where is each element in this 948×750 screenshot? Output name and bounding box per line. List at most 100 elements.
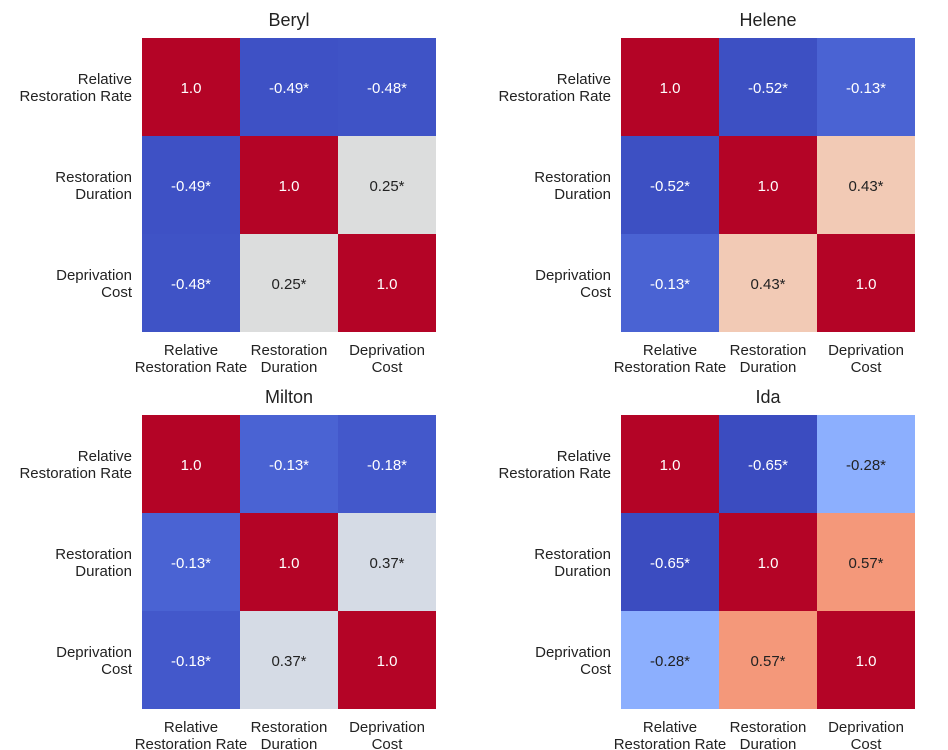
heatmap-cell bbox=[142, 415, 240, 513]
y-tick-label: Deprivation bbox=[56, 267, 132, 284]
x-tick-label: Relative bbox=[164, 342, 218, 359]
x-tick-label: Cost bbox=[851, 736, 883, 750]
heatmap-cell bbox=[621, 136, 719, 234]
y-tick-label: Restoration Rate bbox=[19, 465, 132, 482]
heatmap-cell bbox=[719, 415, 817, 513]
x-tick-label: Deprivation bbox=[349, 342, 425, 359]
heatmap-cell bbox=[817, 136, 915, 234]
cell-value-label: 1.0 bbox=[181, 457, 202, 474]
x-tick-label: Deprivation bbox=[828, 719, 904, 736]
heatmap-cell bbox=[142, 513, 240, 611]
heatmap-cell bbox=[142, 38, 240, 136]
heatmap-cell bbox=[240, 611, 338, 709]
heatmap-cell bbox=[817, 38, 915, 136]
heatmap-cell bbox=[817, 415, 915, 513]
heatmap-cell bbox=[719, 38, 817, 136]
cell-value-label: 1.0 bbox=[660, 80, 681, 97]
heatmap-cell bbox=[338, 513, 436, 611]
y-tick-label: Restoration Rate bbox=[19, 88, 132, 105]
panel-title: Helene bbox=[739, 10, 796, 30]
cell-value-label: 1.0 bbox=[856, 653, 877, 670]
x-tick-label: Cost bbox=[851, 359, 883, 376]
cell-value-label: 1.0 bbox=[758, 178, 779, 195]
x-tick-label: Restoration bbox=[730, 719, 807, 736]
heatmap-cell bbox=[621, 611, 719, 709]
x-tick-label: Restoration Rate bbox=[614, 359, 727, 376]
y-tick-label: Relative bbox=[78, 448, 132, 465]
y-tick-label: Cost bbox=[580, 661, 612, 678]
cell-value-label: -0.18* bbox=[171, 653, 211, 670]
x-tick-label: Restoration bbox=[251, 719, 328, 736]
y-tick-label: Restoration bbox=[534, 169, 611, 186]
cell-value-label: -0.18* bbox=[367, 457, 407, 474]
x-tick-label: Duration bbox=[261, 736, 318, 750]
heatmap-cell bbox=[338, 136, 436, 234]
panel-title: Ida bbox=[755, 387, 781, 407]
y-tick-label: Relative bbox=[78, 71, 132, 88]
heatmap-cell bbox=[142, 136, 240, 234]
cell-value-label: 1.0 bbox=[279, 178, 300, 195]
panel-title: Beryl bbox=[268, 10, 309, 30]
cell-value-label: 0.25* bbox=[271, 276, 306, 293]
cell-value-label: -0.49* bbox=[269, 80, 309, 97]
heatmap-cell bbox=[240, 234, 338, 332]
heatmap-cell bbox=[817, 513, 915, 611]
cell-value-label: 1.0 bbox=[377, 653, 398, 670]
y-tick-label: Cost bbox=[580, 284, 612, 301]
panel-title: Milton bbox=[265, 387, 313, 407]
y-tick-label: Restoration Rate bbox=[498, 88, 611, 105]
y-tick-label: Deprivation bbox=[535, 644, 611, 661]
cell-value-label: -0.28* bbox=[846, 457, 886, 474]
cell-value-label: -0.52* bbox=[748, 80, 788, 97]
x-tick-label: Restoration Rate bbox=[135, 736, 248, 750]
y-tick-label: Duration bbox=[554, 186, 611, 203]
cell-value-label: -0.52* bbox=[650, 178, 690, 195]
heatmap-cell bbox=[338, 38, 436, 136]
x-tick-label: Duration bbox=[740, 359, 797, 376]
x-tick-label: Cost bbox=[372, 359, 404, 376]
heatmap-cell bbox=[621, 38, 719, 136]
heatmap-cell bbox=[338, 415, 436, 513]
x-tick-label: Cost bbox=[372, 736, 404, 750]
heatmap-cell bbox=[338, 234, 436, 332]
heatmap-cell bbox=[240, 38, 338, 136]
y-tick-label: Restoration bbox=[534, 546, 611, 563]
cell-value-label: 0.43* bbox=[750, 276, 785, 293]
y-tick-label: Relative bbox=[557, 448, 611, 465]
heatmap-panel-helene: Helene 1.0 -0.52* -0.13* -0.52* 1.0 0.43* -0.13… bbox=[498, 10, 915, 376]
heatmap-cell bbox=[817, 234, 915, 332]
heatmap-cell bbox=[719, 611, 817, 709]
y-tick-label: Relative bbox=[557, 71, 611, 88]
y-tick-label: Duration bbox=[554, 563, 611, 580]
y-tick-label: Duration bbox=[75, 563, 132, 580]
y-tick-label: Restoration Rate bbox=[498, 465, 611, 482]
y-tick-label: Deprivation bbox=[535, 267, 611, 284]
x-tick-label: Relative bbox=[643, 342, 697, 359]
x-tick-label: Duration bbox=[261, 359, 318, 376]
y-tick-label: Deprivation bbox=[56, 644, 132, 661]
heatmap-cell bbox=[240, 415, 338, 513]
heatmap-panel-ida: Ida 1.0 -0.65* -0.28* -0.65* 1.0 0.57* -0.28* 0.… bbox=[498, 387, 915, 750]
x-tick-label: Restoration bbox=[251, 342, 328, 359]
x-tick-label: Restoration Rate bbox=[614, 736, 727, 750]
cell-value-label: 1.0 bbox=[856, 276, 877, 293]
y-tick-label: Duration bbox=[75, 186, 132, 203]
x-tick-label: Relative bbox=[164, 719, 218, 736]
cell-value-label: 1.0 bbox=[181, 80, 202, 97]
cell-value-label: -0.13* bbox=[846, 80, 886, 97]
x-tick-label: Relative bbox=[643, 719, 697, 736]
cell-value-label: 0.43* bbox=[848, 178, 883, 195]
y-tick-label: Cost bbox=[101, 284, 133, 301]
heatmap-cell bbox=[621, 415, 719, 513]
heatmap-cell bbox=[719, 234, 817, 332]
cell-value-label: 1.0 bbox=[758, 555, 779, 572]
cell-value-label: -0.28* bbox=[650, 653, 690, 670]
cell-value-label: 0.57* bbox=[750, 653, 785, 670]
heatmap-cell bbox=[338, 611, 436, 709]
heatmap-panel-milton: Milton 1.0 -0.13* -0.18* -0.13* 1.0 0.37* -0.18… bbox=[19, 387, 436, 750]
x-tick-label: Duration bbox=[740, 736, 797, 750]
cell-value-label: 0.37* bbox=[369, 555, 404, 572]
cell-value-label: 0.37* bbox=[271, 653, 306, 670]
cell-value-label: -0.13* bbox=[269, 457, 309, 474]
